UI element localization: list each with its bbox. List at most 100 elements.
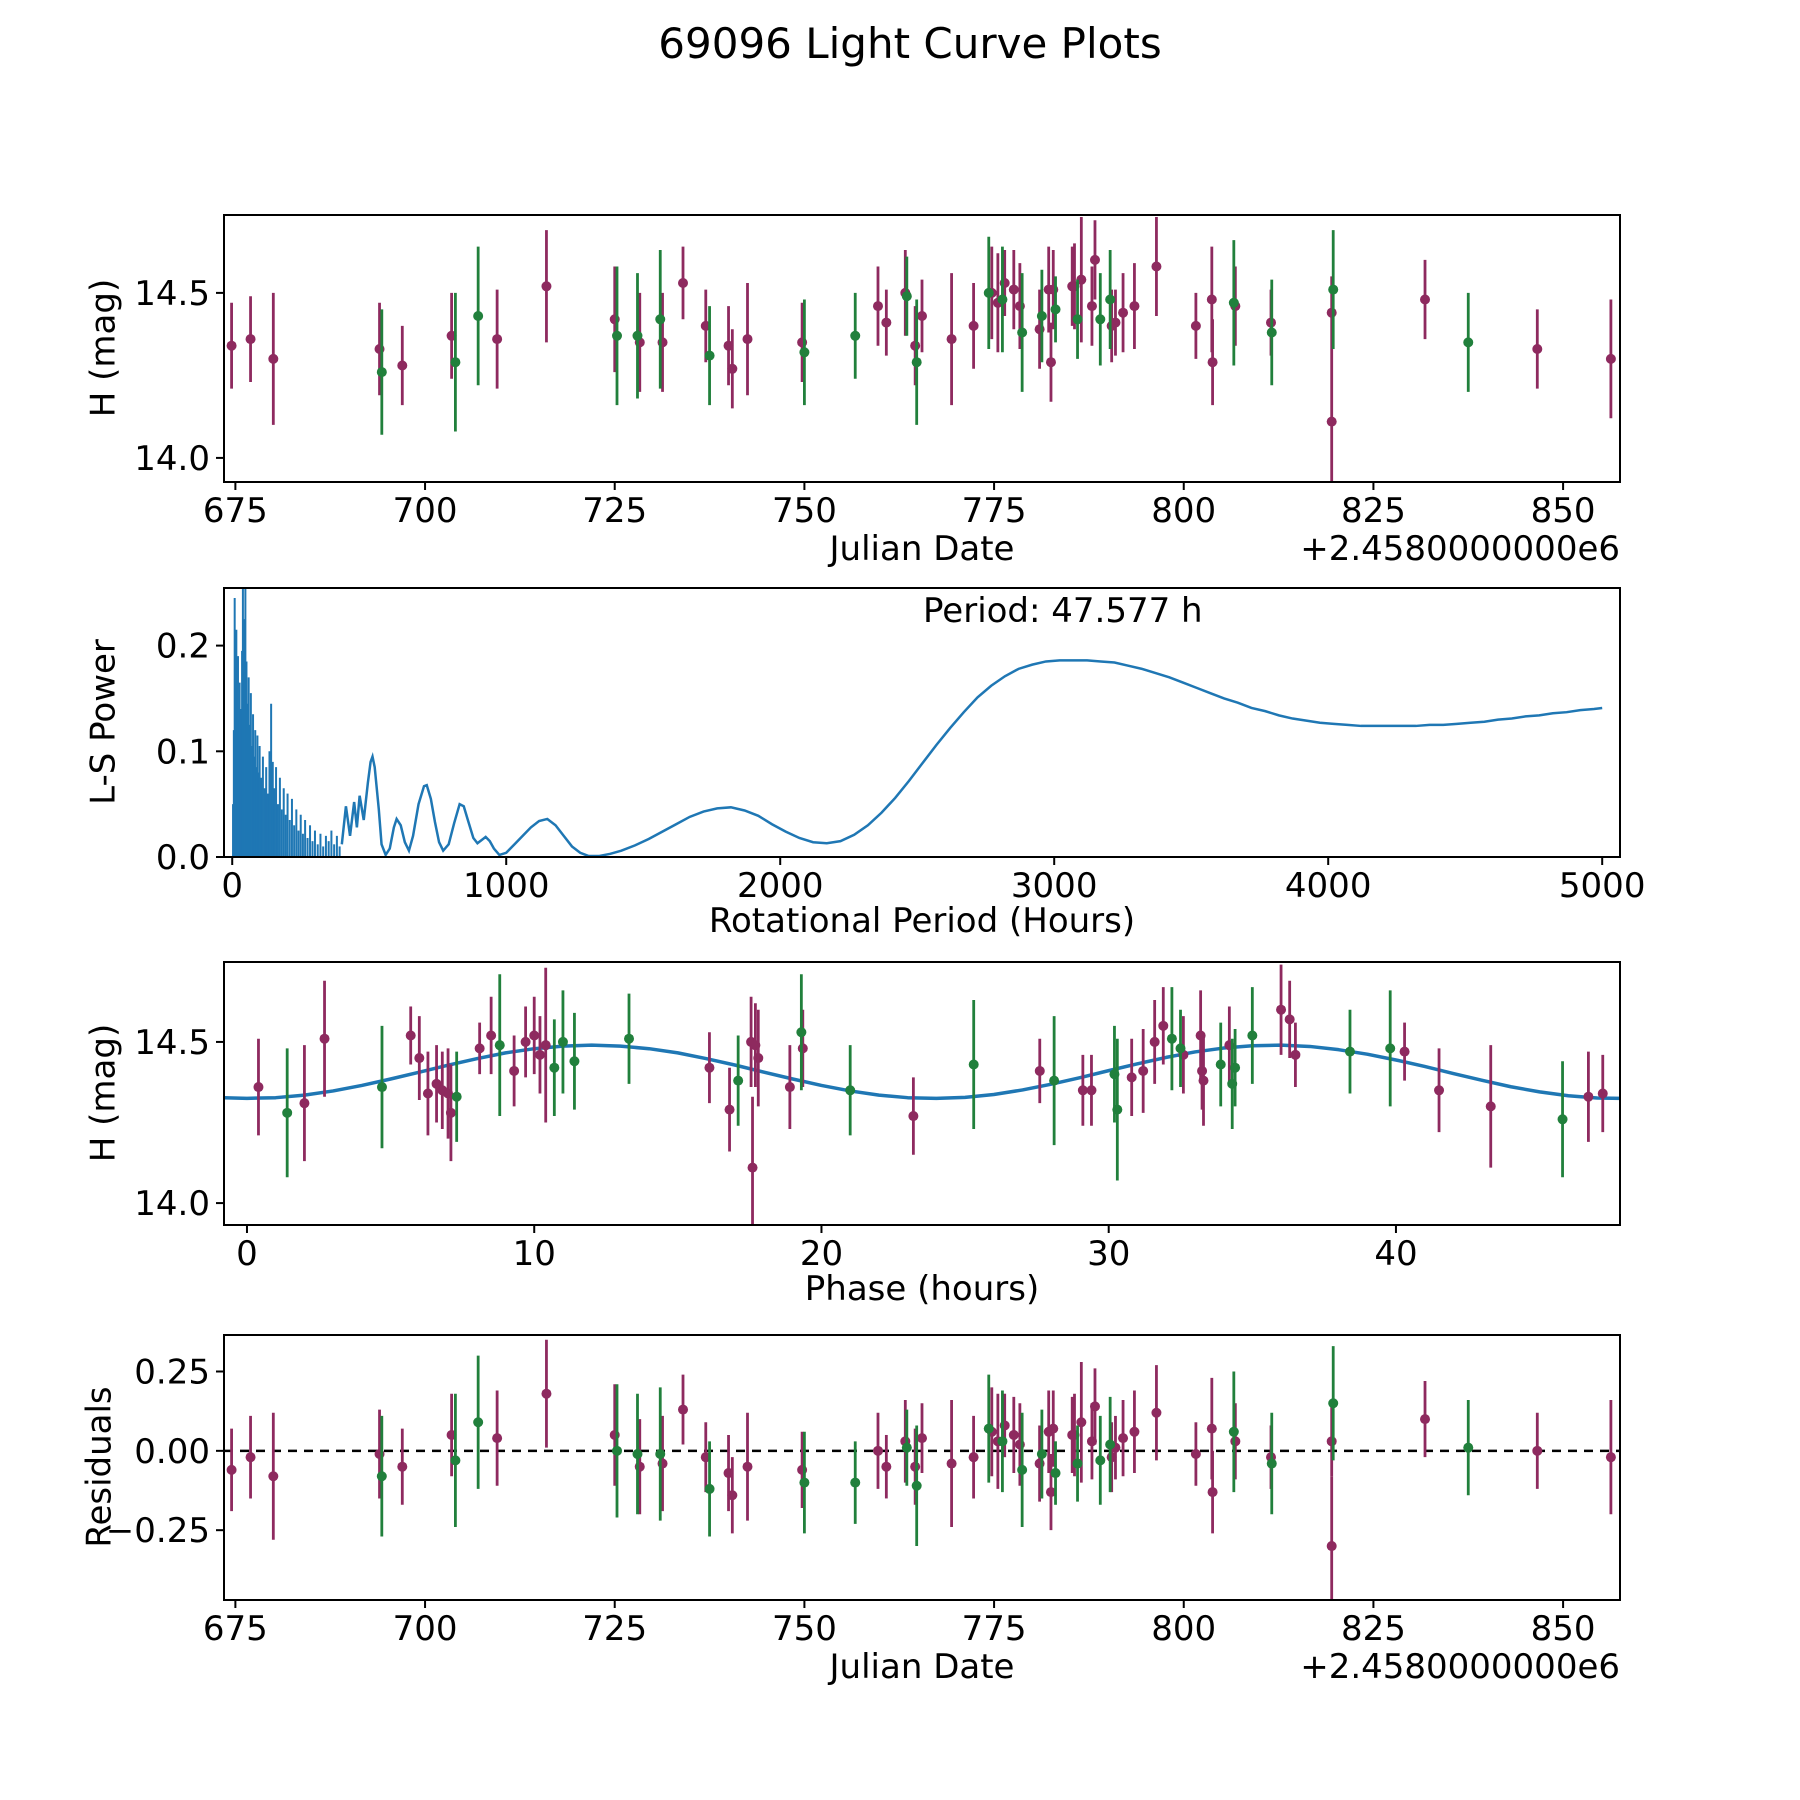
data-point xyxy=(299,1098,310,1109)
data-point xyxy=(445,1107,456,1118)
data-point xyxy=(901,1442,912,1453)
data-point xyxy=(450,357,461,368)
data-point xyxy=(799,347,810,358)
data-point xyxy=(376,367,387,378)
data-point xyxy=(1266,327,1277,338)
data-point xyxy=(784,1082,795,1093)
data-point xyxy=(1112,1104,1123,1115)
data-point xyxy=(1118,1433,1129,1444)
data-point xyxy=(1198,1075,1209,1086)
data-point xyxy=(1228,297,1239,308)
data-point xyxy=(1326,1541,1337,1552)
panel3-data-layer xyxy=(224,964,1620,1225)
data-point xyxy=(655,1449,666,1460)
data-point xyxy=(910,340,921,351)
data-point xyxy=(549,1062,560,1073)
x-tick-label: 850 xyxy=(1531,491,1596,531)
x-tick-label: 0 xyxy=(221,866,243,906)
data-point xyxy=(1077,1085,1088,1096)
data-point xyxy=(911,357,922,368)
data-point xyxy=(1175,1043,1186,1054)
data-point xyxy=(1326,1436,1337,1447)
panel1-ylabel: H (mag) xyxy=(83,278,124,418)
y-tick-label: 0.1 xyxy=(156,732,210,772)
data-point xyxy=(376,1082,387,1093)
data-point xyxy=(282,1107,293,1118)
data-point xyxy=(727,1490,738,1501)
data-point xyxy=(1095,314,1106,325)
data-point xyxy=(1008,1429,1019,1440)
data-point xyxy=(911,1480,922,1491)
axes-box xyxy=(223,1334,1621,1601)
data-point xyxy=(742,1461,753,1472)
data-point xyxy=(226,340,237,351)
data-point xyxy=(1151,1407,1162,1418)
x-tick-label: 700 xyxy=(393,1609,458,1649)
data-point xyxy=(1557,1114,1568,1125)
y-tick-label: 0.00 xyxy=(134,1432,210,1472)
data-point xyxy=(678,1404,689,1415)
panel2-data-layer xyxy=(232,588,1603,857)
data-point xyxy=(753,1053,764,1064)
data-point xyxy=(520,1036,531,1047)
y-tick-label: 0.2 xyxy=(156,627,210,667)
x-tick-label: 30 xyxy=(1087,1234,1130,1274)
data-point xyxy=(1105,1439,1116,1450)
lightcurve-fit-curve xyxy=(224,1043,1620,1101)
data-point xyxy=(1072,1458,1083,1469)
data-point xyxy=(1532,1445,1543,1456)
panel3-xlabel: Phase (hours) xyxy=(804,1269,1040,1309)
data-point xyxy=(1485,1101,1496,1112)
x-tick-label: 800 xyxy=(1151,1609,1216,1649)
data-point xyxy=(1190,320,1201,331)
data-point xyxy=(431,1078,442,1089)
panel1-data-layer xyxy=(226,216,1616,482)
data-point xyxy=(422,1088,433,1099)
data-point xyxy=(1095,1455,1106,1466)
data-point xyxy=(1149,1036,1160,1047)
data-point xyxy=(1129,301,1140,312)
data-point xyxy=(1158,1020,1169,1031)
data-point xyxy=(850,330,861,341)
x-tick-label: 700 xyxy=(393,491,458,531)
data-point xyxy=(1463,337,1474,348)
x-tick-label: 0 xyxy=(236,1234,258,1274)
data-point xyxy=(1089,254,1100,265)
y-tick-label: −0.25 xyxy=(106,1511,210,1551)
data-point xyxy=(1420,1414,1431,1425)
data-point xyxy=(742,334,753,345)
data-point xyxy=(1048,1423,1059,1434)
data-point xyxy=(1017,1464,1028,1475)
data-point xyxy=(1328,284,1339,295)
data-point xyxy=(1344,1046,1355,1057)
data-point xyxy=(1230,1062,1241,1073)
x-tick-label: 5000 xyxy=(1559,866,1646,906)
data-point xyxy=(946,334,957,345)
data-point xyxy=(473,310,484,321)
data-point xyxy=(704,350,715,361)
data-point xyxy=(733,1075,744,1086)
x-tick-label: 775 xyxy=(962,1609,1027,1649)
data-point xyxy=(1036,1449,1047,1460)
data-point xyxy=(796,1027,807,1038)
data-point xyxy=(704,1483,715,1494)
x-tick-label: 2000 xyxy=(737,866,824,906)
data-point xyxy=(1605,1452,1616,1463)
data-point xyxy=(1266,1458,1277,1469)
data-point xyxy=(901,291,912,302)
data-point xyxy=(1284,1014,1295,1025)
data-point xyxy=(1138,1065,1149,1076)
data-point xyxy=(881,1461,892,1472)
data-point xyxy=(1110,317,1121,328)
data-point xyxy=(492,334,503,345)
data-point xyxy=(1197,1065,1208,1076)
data-point xyxy=(1086,1085,1097,1096)
data-point xyxy=(226,1464,237,1475)
data-point xyxy=(1399,1046,1410,1057)
data-point xyxy=(541,281,552,292)
data-point xyxy=(968,1452,979,1463)
panel3-ylabel: H (mag) xyxy=(83,1023,124,1163)
data-point xyxy=(1420,294,1431,305)
data-point xyxy=(727,363,738,374)
